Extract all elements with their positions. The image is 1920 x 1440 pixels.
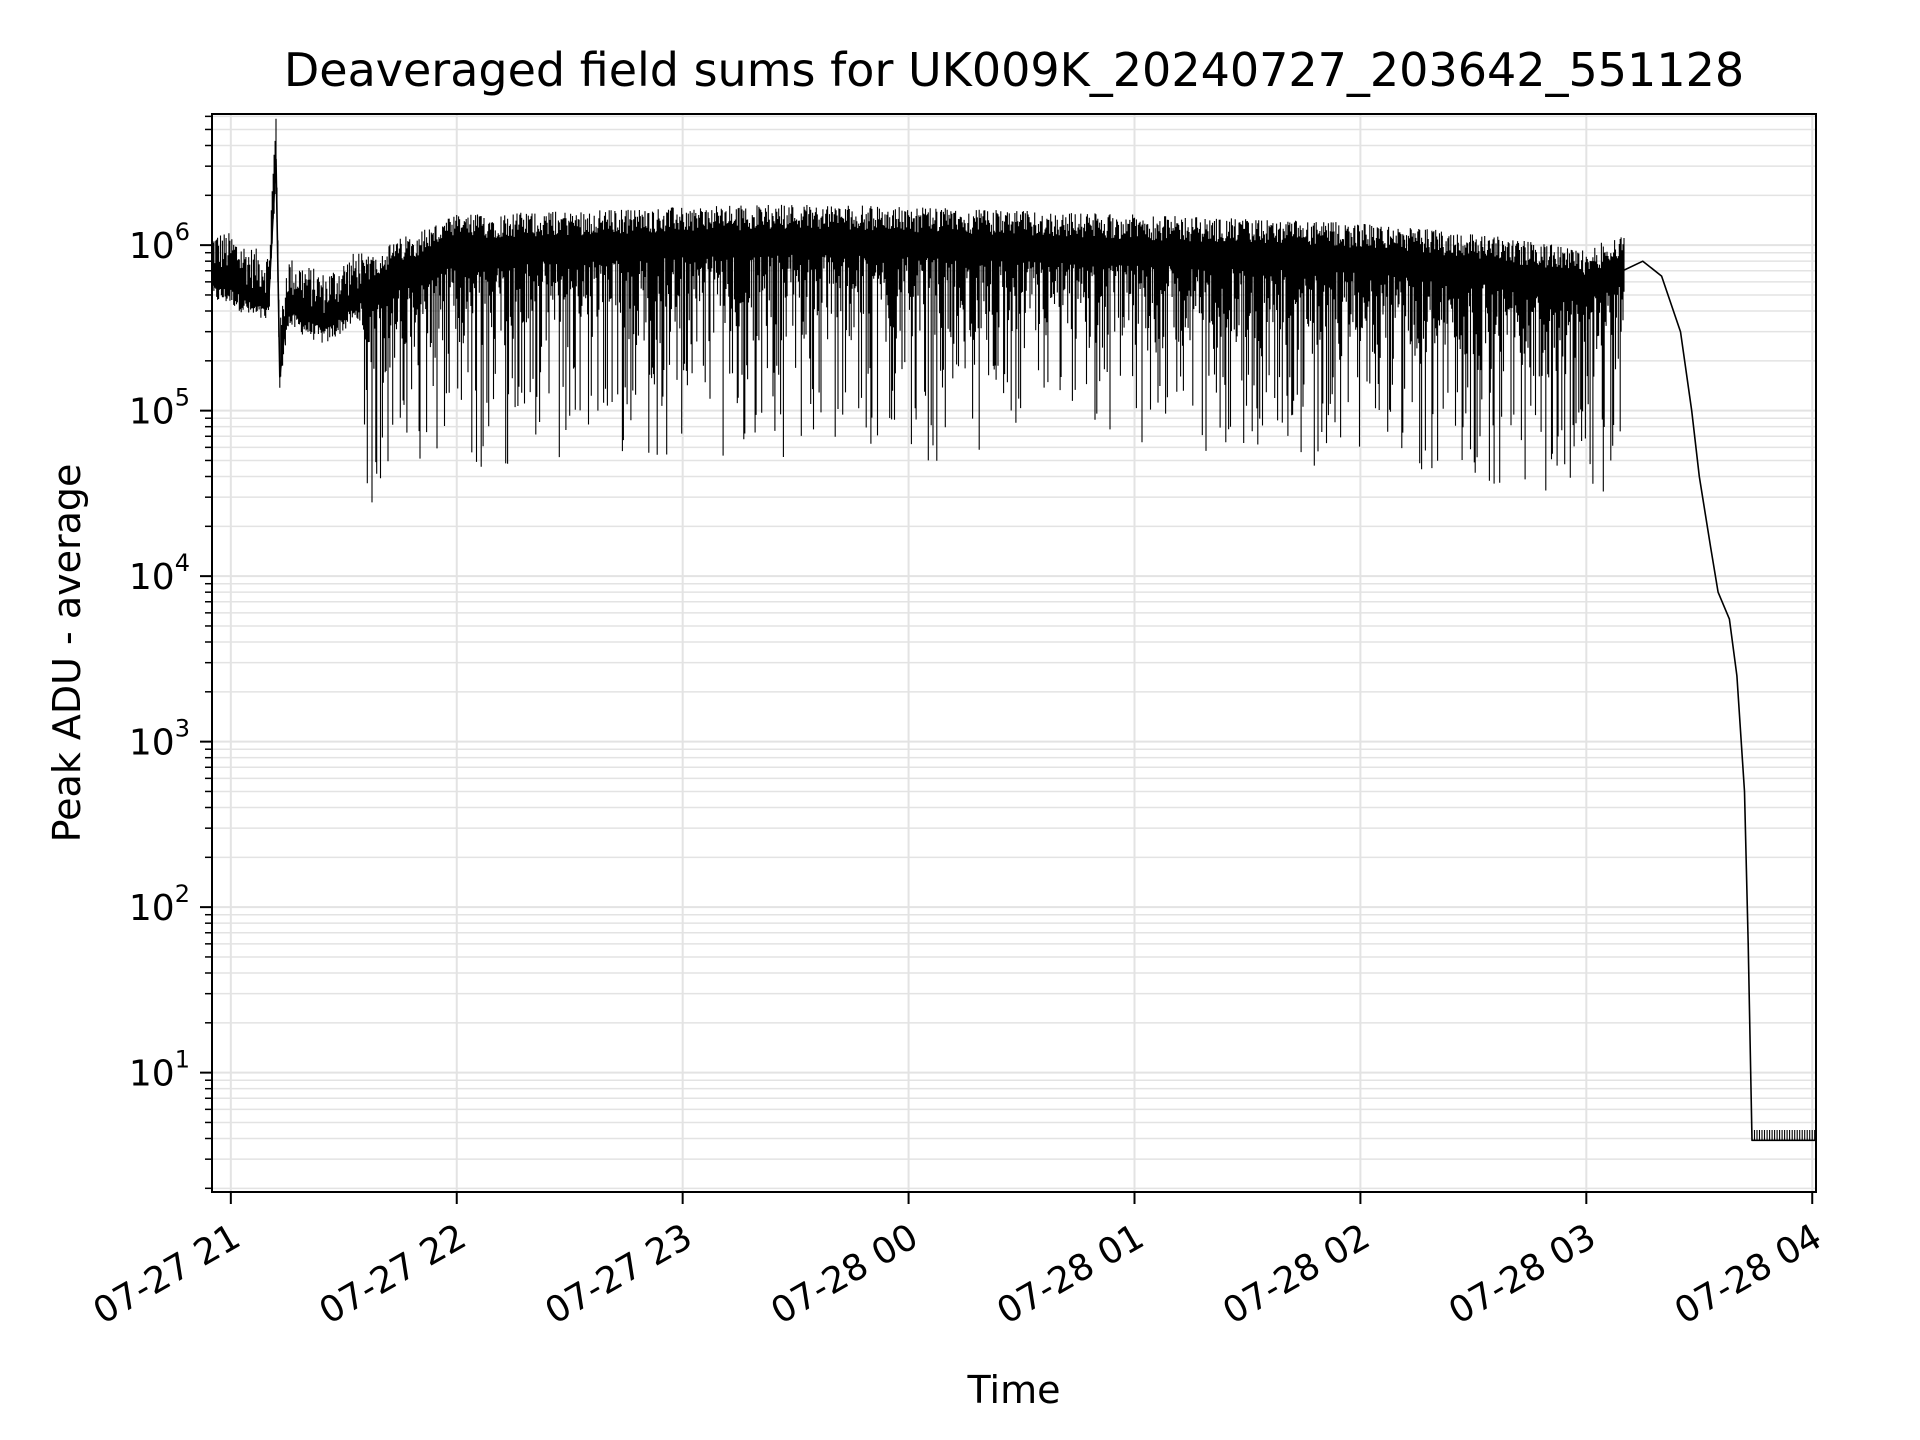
- y-tick-label: 101: [129, 1046, 190, 1095]
- y-tick-label: 105: [129, 384, 190, 433]
- y-axis-label: Peak ADU - average: [45, 464, 89, 843]
- y-tick-label: 103: [129, 715, 190, 764]
- plot-frame: [211, 113, 1817, 1193]
- series-floor-comb: [1751, 1130, 1816, 1141]
- x-axis-label: Time: [967, 1368, 1061, 1412]
- y-tick-label: 106: [129, 218, 190, 267]
- y-axis: 101 102 103 104 105 106: [129, 115, 212, 1190]
- y-tick-label: 102: [129, 880, 190, 929]
- y-tick-label: 104: [129, 549, 190, 598]
- chart-title: Deaveraged field sums for UK009K_2024072…: [284, 43, 1744, 97]
